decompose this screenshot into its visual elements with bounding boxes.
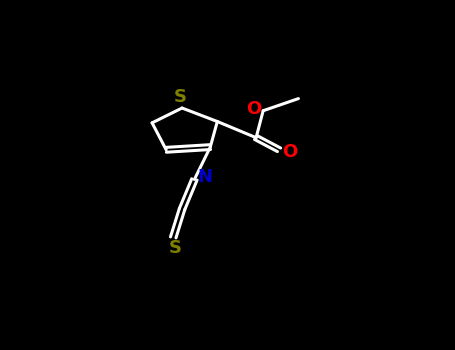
Text: S: S — [174, 88, 187, 106]
Text: O: O — [246, 100, 261, 118]
Text: S: S — [168, 239, 182, 257]
Text: O: O — [282, 143, 297, 161]
Text: N: N — [197, 168, 212, 186]
